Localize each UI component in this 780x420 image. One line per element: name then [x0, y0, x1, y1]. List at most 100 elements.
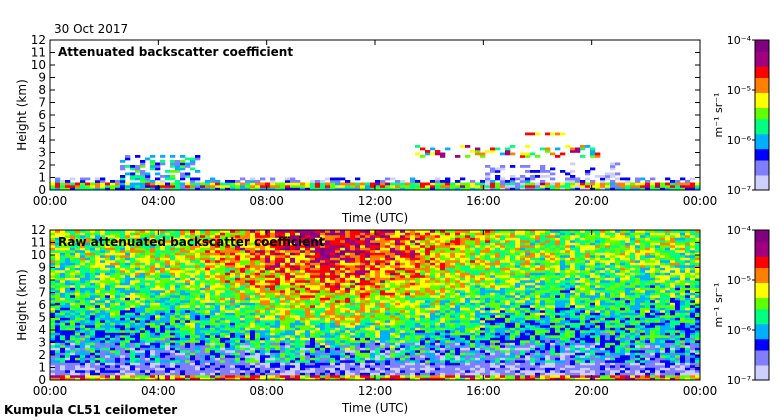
heatmap-cell: [215, 337, 221, 341]
heatmap-cell: [200, 337, 206, 341]
heatmap-cell: [115, 340, 121, 343]
heatmap-cell: [380, 230, 386, 233]
heatmap-cell: [265, 255, 271, 258]
heatmap-cell: [135, 252, 141, 256]
heatmap-cell: [145, 180, 151, 183]
heatmap-cell: [240, 277, 246, 281]
heatmap-cell: [195, 182, 201, 186]
heatmap-cell: [285, 285, 291, 288]
heatmap-cell: [115, 270, 121, 273]
heatmap-cell: [350, 182, 356, 186]
heatmap-cell: [50, 242, 56, 246]
heatmap-cell: [260, 252, 266, 256]
heatmap-cell: [100, 280, 106, 283]
heatmap-cell: [55, 350, 61, 353]
heatmap-cell: [295, 345, 301, 348]
heatmap-cell: [300, 337, 306, 341]
heatmap-cell: [105, 280, 111, 283]
heatmap-cell: [80, 377, 86, 381]
colorbar-tick-label: 10⁻⁶: [727, 134, 752, 147]
heatmap-cell: [230, 327, 236, 331]
heatmap-cell: [160, 272, 166, 276]
heatmap-cell: [55, 342, 61, 346]
heatmap-cell: [195, 325, 201, 328]
heatmap-cell: [375, 232, 381, 236]
heatmap-cell: [155, 162, 161, 166]
heatmap-cell: [245, 365, 251, 368]
heatmap-cell: [365, 280, 371, 283]
heatmap-cell: [600, 177, 606, 181]
heatmap-cell: [315, 272, 321, 276]
heatmap-cell: [115, 185, 121, 188]
heatmap-cell: [290, 315, 296, 318]
heatmap-cell: [260, 285, 266, 288]
heatmap-cell: [230, 267, 236, 271]
heatmap-cell: [55, 182, 61, 186]
colorbar-swatch: [755, 178, 769, 183]
heatmap-cell: [95, 335, 101, 338]
heatmap-cell: [160, 357, 166, 361]
heatmap-cell: [95, 260, 101, 263]
heatmap-cell: [170, 335, 176, 338]
heatmap-cell: [70, 305, 76, 308]
heatmap-cell: [70, 285, 76, 288]
heatmap-cell: [50, 350, 56, 353]
heatmap-cell: [655, 182, 661, 186]
heatmap-cell: [385, 247, 391, 251]
heatmap-cell: [225, 352, 231, 356]
heatmap-cell: [640, 177, 646, 181]
heatmap-cell: [285, 362, 291, 366]
heatmap-cell: [415, 152, 421, 156]
heatmap-cell: [190, 255, 196, 258]
heatmap-cell: [315, 350, 321, 353]
heatmap-cell: [165, 240, 171, 243]
heatmap-cell: [345, 330, 351, 333]
heatmap-cell: [155, 235, 161, 238]
heatmap-cell: [95, 375, 101, 378]
heatmap-cell: [245, 297, 251, 301]
heatmap-cell: [590, 150, 596, 153]
heatmap-cell: [220, 310, 226, 313]
heatmap-cell: [110, 355, 116, 358]
heatmap-cell: [220, 350, 226, 353]
heatmap-cell: [110, 350, 116, 353]
heatmap-cell: [310, 315, 316, 318]
heatmap-cell: [95, 282, 101, 286]
heatmap-cell: [120, 232, 126, 236]
heatmap-cell: [345, 302, 351, 306]
heatmap-cell: [60, 310, 66, 313]
heatmap-cell: [190, 185, 196, 188]
heatmap-cell: [120, 175, 126, 178]
heatmap-cell: [255, 362, 261, 366]
heatmap-cell: [70, 262, 76, 266]
heatmap-cell: [100, 340, 106, 343]
colorbar-swatch: [755, 167, 769, 172]
heatmap-cell: [155, 307, 161, 311]
heatmap-cell: [230, 322, 236, 326]
heatmap-cell: [210, 260, 216, 263]
heatmap-cell: [155, 172, 161, 176]
heatmap-cell: [145, 232, 151, 236]
heatmap-cell: [165, 347, 171, 351]
heatmap-cell: [225, 360, 231, 363]
heatmap-cell: [105, 357, 111, 361]
heatmap-cell: [210, 245, 216, 248]
heatmap-cell: [240, 275, 246, 278]
heatmap-cell: [155, 372, 161, 376]
heatmap-cell: [375, 357, 381, 361]
heatmap-cell: [75, 290, 81, 293]
heatmap-cell: [55, 317, 61, 321]
heatmap-cell: [150, 285, 156, 288]
heatmap-cell: [345, 342, 351, 346]
heatmap-cell: [660, 187, 666, 191]
heatmap-cell: [325, 275, 331, 278]
heatmap-cell: [375, 260, 381, 263]
heatmap-cell: [180, 355, 186, 358]
heatmap-cell: [340, 342, 346, 346]
heatmap-cell: [280, 307, 286, 311]
heatmap-cell: [235, 267, 241, 271]
heatmap-cell: [350, 262, 356, 266]
heatmap-cell: [380, 342, 386, 346]
heatmap-cell: [290, 180, 296, 183]
heatmap-cell: [320, 302, 326, 306]
